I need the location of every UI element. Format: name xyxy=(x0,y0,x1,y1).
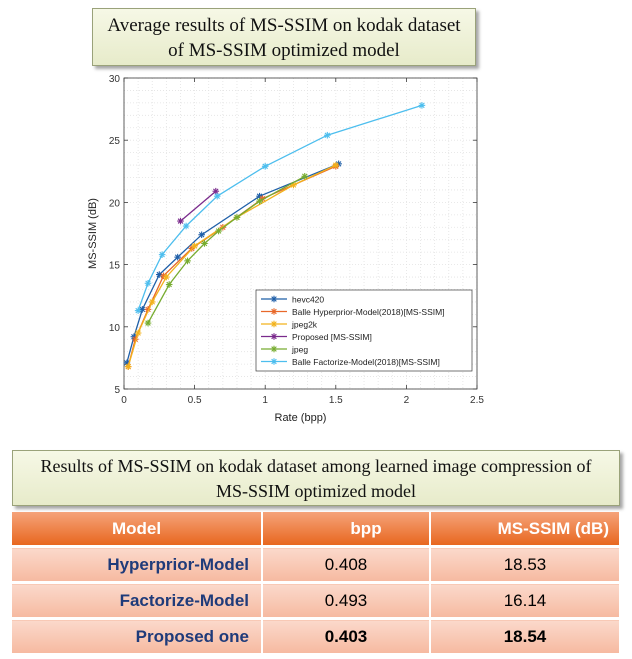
legend-marker xyxy=(270,295,278,303)
legend-entry: jpeg2k xyxy=(291,320,318,330)
legend-marker xyxy=(270,308,278,315)
row-model: Hyperprior-Model xyxy=(12,545,263,583)
x-tick-label: 2 xyxy=(404,395,410,406)
row-model: Proposed one xyxy=(12,617,263,653)
data-point xyxy=(324,131,331,139)
row-msssim: 16.14 xyxy=(430,581,621,619)
x-tick-label: 1 xyxy=(262,395,268,406)
data-point xyxy=(148,298,156,306)
data-point xyxy=(215,227,222,235)
x-tick-label: 0 xyxy=(121,395,127,406)
rate-distortion-chart: 0 0.5 1 1.5 2 2.5 5 10 15 20 25 30 Rate (bpp) MS-SSIM… xyxy=(87,74,484,424)
table-row: Hyperprior-Model 0.408 18.53 xyxy=(12,545,621,583)
data-point xyxy=(184,257,191,265)
table-title-line1: Results of MS-SSIM on kodak dataset amon… xyxy=(40,456,592,476)
data-point xyxy=(212,187,220,195)
data-point xyxy=(233,214,241,221)
row-bpp: 0.403 xyxy=(262,617,431,653)
data-point xyxy=(134,307,142,314)
header-msssim: MS-SSIM (dB) xyxy=(430,512,621,548)
data-point xyxy=(139,306,146,313)
data-point xyxy=(191,242,198,250)
y-tick-label: 10 xyxy=(109,323,121,334)
series-line xyxy=(126,163,339,364)
data-point xyxy=(177,217,184,225)
axes-frame xyxy=(123,77,478,390)
chart-title-line2: of MS-SSIM optimized model xyxy=(168,40,400,61)
data-point xyxy=(301,172,309,180)
table-row: Proposed one 0.403 18.54 xyxy=(12,617,621,653)
legend-entry: Proposed [MS-SSIM] xyxy=(292,332,372,342)
x-axis-label: Rate (bpp) xyxy=(275,412,327,424)
data-point xyxy=(174,253,181,261)
table-header-row: Model bpp MS-SSIM (dB) xyxy=(12,512,621,548)
row-bpp: 0.493 xyxy=(262,581,431,619)
legend-entry: jpeg xyxy=(291,345,308,355)
table-title-line2: MS-SSIM optimized model xyxy=(215,481,416,501)
legend-entry: hevc420 xyxy=(292,295,324,305)
data-point xyxy=(201,240,208,247)
y-tick-label: 25 xyxy=(109,136,121,147)
y-tick-label: 30 xyxy=(109,74,121,85)
results-table: Model bpp MS-SSIM (dB) Hyperprior-Model … xyxy=(12,512,621,653)
series-line xyxy=(137,104,423,311)
legend-entry: Balle Factorize-Model(2018)[MS-SSIM] xyxy=(292,357,440,367)
data-point xyxy=(261,163,269,170)
data-point xyxy=(124,363,132,370)
x-tick-label: 2.5 xyxy=(470,395,484,406)
legend-marker xyxy=(270,358,278,365)
series-line xyxy=(180,190,217,222)
data-point xyxy=(332,161,340,169)
series-line xyxy=(127,164,337,367)
data-point xyxy=(256,197,263,205)
y-axis-label: MS-SSIM (dB) xyxy=(87,198,99,269)
row-model: Factorize-Model xyxy=(12,581,263,619)
data-point xyxy=(198,231,205,239)
data-point xyxy=(134,329,142,337)
legend-marker xyxy=(270,320,278,328)
y-tick-label: 20 xyxy=(109,198,121,209)
row-bpp: 0.408 xyxy=(262,545,431,583)
data-point xyxy=(182,222,190,230)
data-point xyxy=(156,271,163,278)
y-tick-label: 5 xyxy=(114,385,120,396)
data-point xyxy=(144,319,152,327)
table-row: Factorize-Model 0.493 16.14 xyxy=(12,581,621,619)
header-bpp: bpp xyxy=(262,512,431,548)
y-tick-label: 15 xyxy=(109,261,121,272)
header-model: Model xyxy=(12,512,263,548)
data-point xyxy=(418,102,426,109)
data-point xyxy=(165,281,173,288)
legend-marker xyxy=(270,345,278,353)
data-point xyxy=(144,279,152,287)
legend-entry: Balle Hyperprior-Model(2018)[MS-SSIM] xyxy=(292,307,445,317)
legend-marker xyxy=(270,333,278,340)
data-point xyxy=(213,192,221,200)
table-title-box: Results of MS-SSIM on kodak dataset amon… xyxy=(12,450,620,506)
legend-box xyxy=(255,289,473,372)
data-point xyxy=(158,251,166,258)
row-msssim: 18.53 xyxy=(430,545,621,583)
chart-title-box: Average results of MS-SSIM on kodak data… xyxy=(92,8,476,66)
data-point xyxy=(163,273,170,281)
series-line xyxy=(147,175,306,324)
x-tick-label: 0.5 xyxy=(188,395,202,406)
row-msssim: 18.54 xyxy=(430,617,621,653)
x-tick-label: 1.5 xyxy=(329,395,343,406)
chart-title-line1: Average results of MS-SSIM on kodak data… xyxy=(107,15,461,36)
